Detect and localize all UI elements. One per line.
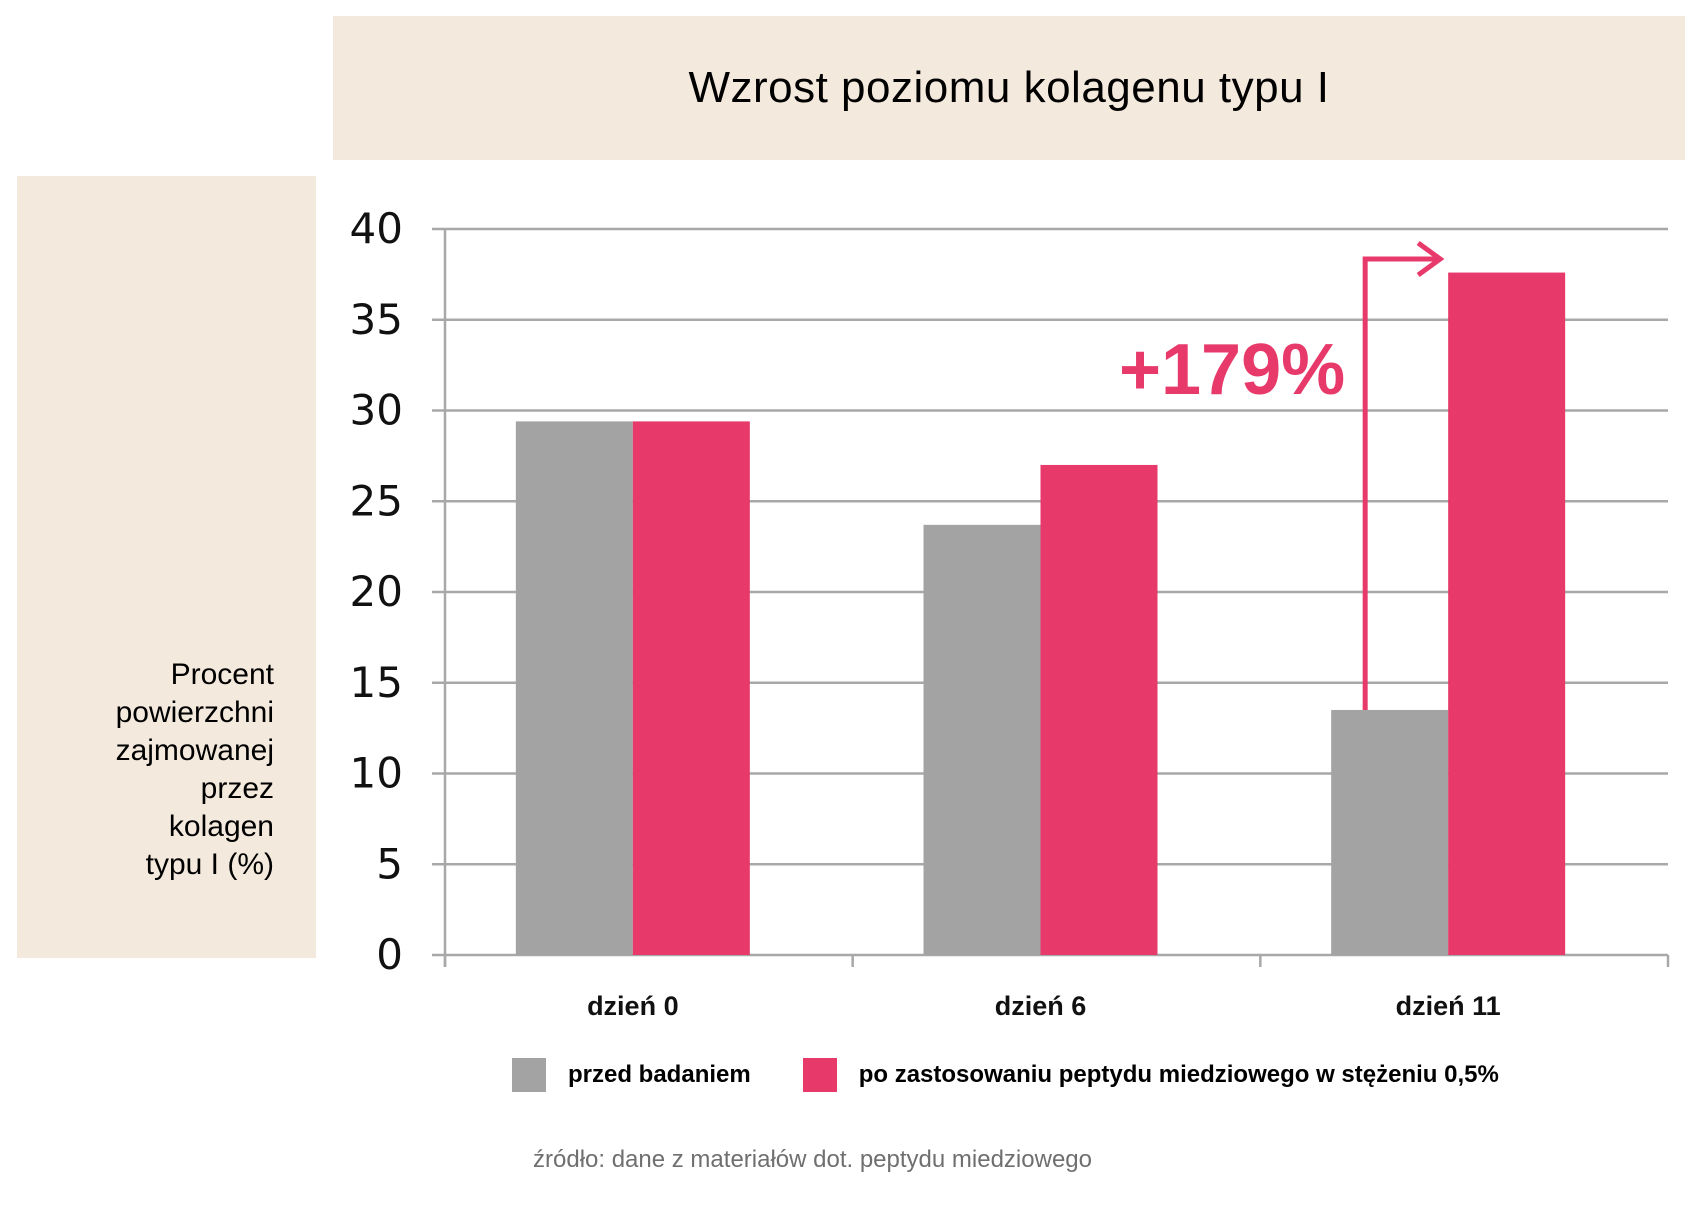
chart-title-banner: Wzrost poziomu kolagenu typu I [333, 16, 1685, 160]
y-tick-label: 15 [350, 658, 403, 707]
y-tick-label: 25 [350, 476, 403, 525]
y-tick-label: 0 [376, 930, 403, 979]
legend-label-after: po zastosowaniu peptydu miedziowego w st… [858, 1061, 1499, 1088]
bar [632, 421, 750, 955]
y-axis-label: Procent powierzchni zajmowanej przez kol… [115, 658, 274, 881]
bar [1040, 464, 1158, 955]
y-tick-label: 5 [376, 839, 403, 888]
annotation-label: +179% [1119, 330, 1345, 410]
legend-label-before: przed badaniem [568, 1061, 751, 1088]
legend-swatch-before [512, 1058, 546, 1092]
y-tick-label: 40 [350, 204, 403, 253]
bar [1448, 272, 1566, 955]
legend-item-after: po zastosowaniu peptydu miedziowego w st… [802, 1058, 1499, 1092]
legend-swatch-after [802, 1058, 837, 1092]
bar [923, 524, 1041, 955]
y-tick-label: 30 [350, 386, 403, 435]
y-tick-label: 10 [350, 749, 403, 798]
annotation-arrowhead [1416, 240, 1445, 278]
y-axis-label-panel: Procent powierzchni zajmowanej przez kol… [17, 176, 316, 958]
y-tick-label: 35 [350, 295, 403, 344]
x-tick-label: dzień 11 [1396, 991, 1501, 1021]
bar [515, 421, 633, 955]
bar [1331, 709, 1449, 955]
y-tick-label: 20 [350, 567, 403, 616]
annotation-arrow [1362, 256, 1437, 710]
x-tick-label: dzień 6 [995, 991, 1087, 1021]
chart-title: Wzrost poziomu kolagenu typu I [688, 63, 1330, 112]
legend-item-before: przed badaniem [512, 1058, 751, 1092]
source-note: źródło: dane z materiałów dot. peptydu m… [533, 1146, 1092, 1173]
x-tick-label: dzień 0 [587, 991, 679, 1021]
legend: przed badaniem po zastosowaniu peptydu m… [512, 1058, 1499, 1092]
